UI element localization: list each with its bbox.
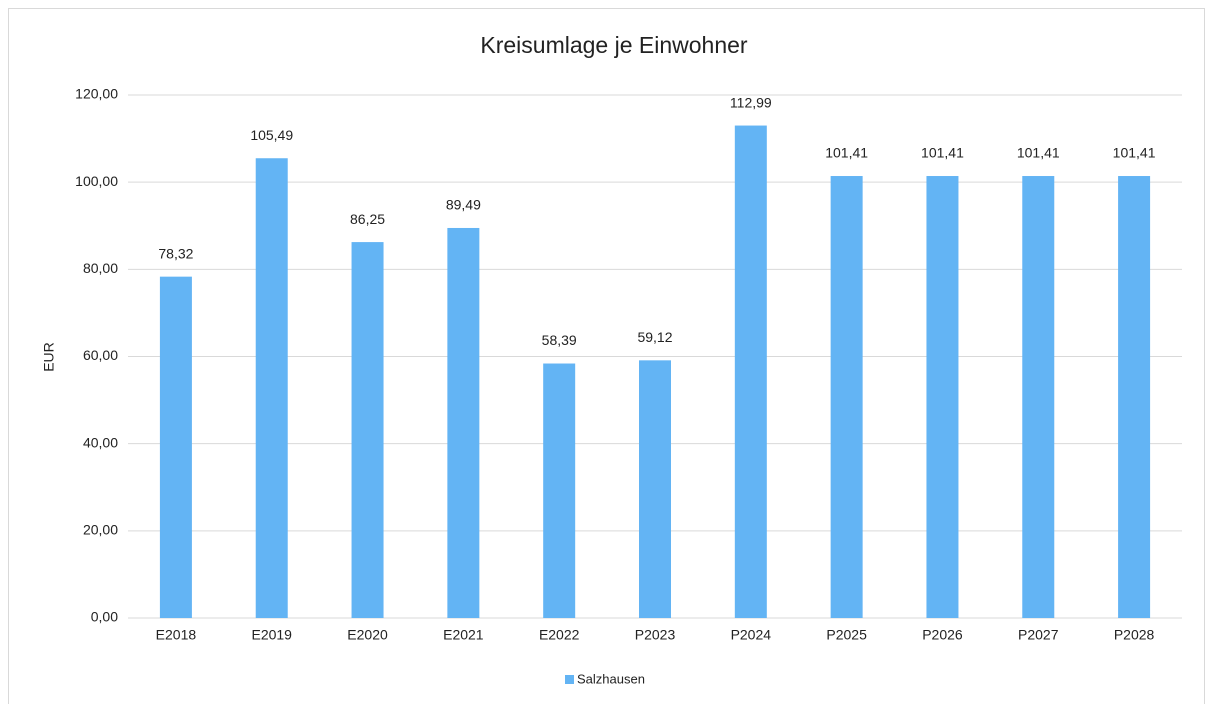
x-tick-label: E2018 xyxy=(156,627,197,643)
x-tick-label: E2021 xyxy=(443,627,484,643)
data-label: 105,49 xyxy=(250,127,293,143)
bar xyxy=(926,176,959,618)
y-tick-label: 60,00 xyxy=(83,347,118,363)
x-tick-label: E2020 xyxy=(347,627,388,643)
x-tick-label: P2027 xyxy=(1018,627,1059,643)
data-label: 101,41 xyxy=(921,145,964,161)
x-tick-label: P2025 xyxy=(826,627,867,643)
y-axis-label: EUR xyxy=(41,342,57,372)
y-tick-label: 0,00 xyxy=(91,609,118,625)
y-tick-label: 120,00 xyxy=(75,86,118,102)
data-label: 59,12 xyxy=(637,329,672,345)
bar xyxy=(1118,176,1151,618)
x-tick-label: E2019 xyxy=(251,627,292,643)
bar xyxy=(639,360,671,618)
bar xyxy=(734,125,767,619)
legend-label: Salzhausen xyxy=(577,671,645,686)
x-tick-label: P2026 xyxy=(922,627,963,643)
x-tick-label: P2028 xyxy=(1114,627,1155,643)
x-tick-label: E2022 xyxy=(539,627,580,643)
data-label: 58,39 xyxy=(542,332,577,348)
bar xyxy=(830,176,863,618)
data-label: 101,41 xyxy=(1113,145,1156,161)
bar xyxy=(1022,176,1055,618)
data-label: 86,25 xyxy=(350,211,385,227)
y-tick-label: 20,00 xyxy=(83,522,118,538)
bar xyxy=(543,363,576,618)
data-label: 101,41 xyxy=(825,145,868,161)
bar xyxy=(159,276,192,618)
x-tick-label: P2023 xyxy=(635,627,676,643)
data-label: 112,99 xyxy=(730,94,772,110)
data-label: 101,41 xyxy=(1017,145,1060,161)
y-tick-label: 100,00 xyxy=(75,173,118,189)
bar xyxy=(255,158,288,618)
bar xyxy=(447,227,480,618)
x-tick-label: P2024 xyxy=(731,627,772,643)
data-label: 89,49 xyxy=(446,197,481,213)
y-tick-label: 40,00 xyxy=(83,434,118,450)
data-label: 78,32 xyxy=(158,245,193,261)
bar xyxy=(351,242,384,618)
y-tick-label: 80,00 xyxy=(83,260,118,276)
legend-swatch xyxy=(565,675,574,684)
chart-title: Kreisumlage je Einwohner xyxy=(480,32,748,58)
